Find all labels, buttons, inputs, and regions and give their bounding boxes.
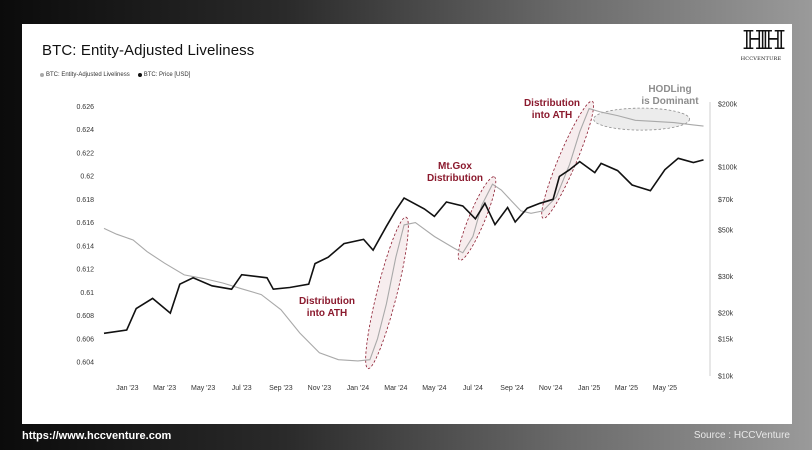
y-left-tick-label: 0.626 xyxy=(76,104,94,111)
y-left-tick-label: 0.612 xyxy=(76,267,94,274)
legend-label-price: BTC: Price [USD] xyxy=(143,72,191,78)
chart-title: BTC: Entity-Adjusted Liveliness xyxy=(42,42,255,59)
annotation-ellipse-hodl xyxy=(593,107,690,131)
chart-card: BTC: Entity-Adjusted Liveliness BTC: Ent… xyxy=(22,24,792,424)
x-tick-label: Mar '23 xyxy=(153,385,176,392)
y-left-tick-label: 0.624 xyxy=(76,127,94,134)
annotation-ellipse-mtgox xyxy=(457,176,497,261)
brand-logo: ℍℍ HCCVENTURE xyxy=(738,26,786,70)
y-left-tick-label: 0.608 xyxy=(76,313,94,320)
x-tick-label: Sep '23 xyxy=(269,385,293,392)
annotation-label-distribution-2: Distribution xyxy=(524,98,580,109)
series-line-price xyxy=(103,157,704,335)
annotation-label-hodl: is Dominant xyxy=(641,96,699,107)
y-right-tick-label: $70k xyxy=(718,197,734,204)
x-tick-label: Mar '25 xyxy=(615,385,638,392)
annotation-ellipse-distribution-1 xyxy=(365,216,409,370)
annotation-label-mtgox: Distribution xyxy=(427,173,483,184)
y-left-tick-label: 0.604 xyxy=(76,360,94,367)
x-tick-label: Jul '23 xyxy=(232,385,252,392)
legend-item-price[interactable]: BTC: Price [USD] xyxy=(137,72,191,78)
annotation-label-distribution-2: into ATH xyxy=(532,110,573,121)
x-tick-label: May '23 xyxy=(191,385,215,392)
footer-source: Source : HCCVenture xyxy=(693,430,790,441)
annotation-label-distribution-1: into ATH xyxy=(307,308,348,319)
x-tick-label: Nov '23 xyxy=(308,385,332,392)
x-tick-label: Mar '24 xyxy=(384,385,407,392)
y-right-tick-label: $20k xyxy=(718,311,734,318)
annotation-label-distribution-1: Distribution xyxy=(299,296,355,307)
series-line-liveliness xyxy=(103,107,704,362)
y-left-tick-label: 0.616 xyxy=(76,220,94,227)
x-tick-label: Nov '24 xyxy=(539,385,563,392)
legend-label-liveliness: BTC: Entity-Adjusted Liveliness xyxy=(46,72,130,78)
logo-text: HCCVENTURE xyxy=(740,56,782,62)
x-tick-label: Sep '24 xyxy=(500,385,524,392)
legend-swatch-price xyxy=(137,73,142,77)
y-right-tick-label: $10k xyxy=(718,374,734,381)
y-left-tick-label: 0.622 xyxy=(76,150,94,157)
y-left-tick-label: 0.618 xyxy=(76,197,94,204)
y-right-tick-label: $30k xyxy=(718,274,734,281)
y-left-tick-label: 0.614 xyxy=(76,243,94,250)
annotation-label-mtgox: Mt.Gox xyxy=(438,161,472,172)
x-tick-label: May '25 xyxy=(653,385,677,392)
annotation-label-hodl: HODLing xyxy=(648,84,691,95)
footer-url[interactable]: https://www.hccventure.com xyxy=(22,430,172,442)
y-right-tick-label: $15k xyxy=(718,337,734,344)
x-tick-label: Jan '24 xyxy=(347,385,369,392)
logo-mark-icon: ℍℍ xyxy=(742,26,785,56)
x-tick-label: May '24 xyxy=(422,385,446,392)
x-tick-label: Jan '23 xyxy=(116,385,138,392)
y-left-tick-label: 0.62 xyxy=(80,174,94,181)
y-right-tick-label: $100k xyxy=(718,164,738,171)
y-right-tick-label: $200k xyxy=(718,102,738,109)
chart-svg: Jan '23 Mar '23 May '23 Jul '23 Sep '23 Nov '… xyxy=(76,84,738,392)
y-right-tick-label: $50k xyxy=(718,227,734,234)
y-left-tick-label: 0.606 xyxy=(76,336,94,343)
chart-legend: BTC: Entity-Adjusted Liveliness BTC: Pri… xyxy=(40,72,190,78)
y-left-tick-label: 0.61 xyxy=(80,290,94,297)
legend-item-liveliness[interactable]: BTC: Entity-Adjusted Liveliness xyxy=(40,72,130,78)
x-tick-label: Jan '25 xyxy=(578,385,600,392)
x-tick-label: Jul '24 xyxy=(463,385,483,392)
legend-swatch-liveliness xyxy=(40,73,44,77)
